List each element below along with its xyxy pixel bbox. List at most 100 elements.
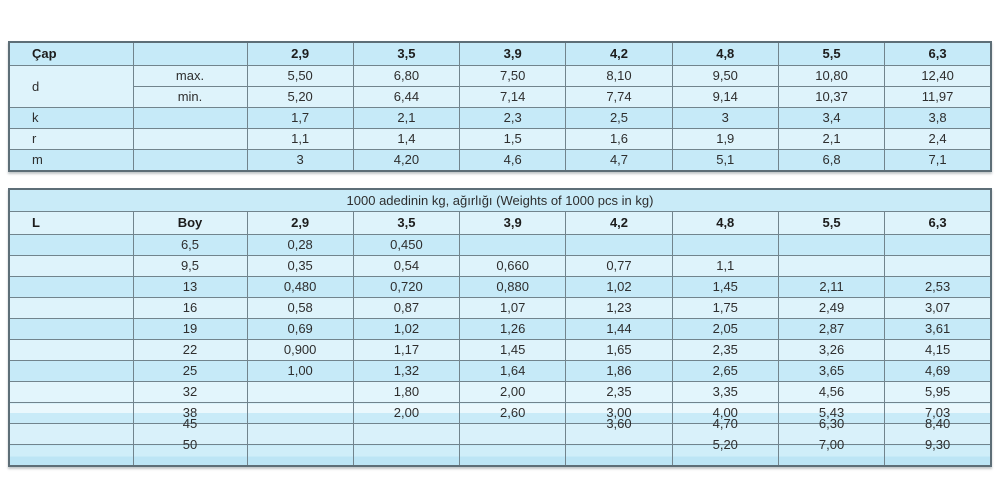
t2-weight-cell: 1,17 [352,339,461,361]
weight-row: 32 1,80 2,00 2,35 3,35 4,56 5,95 [8,381,992,403]
weight-row: 38 2,00 2,60 3,00 4,00 5,43 7,03 [8,402,992,424]
t2-length-spacer-cell [8,318,134,340]
t2-weight-cell: 0,900 [246,339,354,361]
t1-value-cell: 1,1 [246,128,354,150]
t1-value-cell: 10,37 [777,86,886,108]
t1-subrow-label [132,149,248,172]
t2-weight-cell: 0,880 [459,276,567,298]
t2-weight-cell: 0,58 [246,297,354,319]
t2-diameter-header: 2,9 [246,211,354,235]
t1-value-cell: 1,5 [459,128,567,150]
t2-weight-cell: 1,45 [671,276,779,298]
t1-value-cell: 3,8 [884,107,992,129]
t1-row-label: k [8,107,134,129]
t1-subrow-label: min. [132,86,248,108]
t1-value-cell: 7,14 [459,86,567,108]
t2-length-spacer-cell [8,234,134,256]
t2-weight-cell: 4,70 [671,416,779,445]
t2-weight-cell: 0,69 [246,318,354,340]
t2-weight-cell: 1,26 [459,318,567,340]
t2-weight-cell: 6,30 [777,416,886,445]
t2-weight-cell: 3,26 [777,339,886,361]
t1-value-cell: 5,50 [246,65,354,87]
t1-diameter-header: 4,8 [671,41,779,66]
t1-value-cell: 1,9 [671,128,779,150]
t1-value-cell: 1,7 [246,107,354,129]
t2-weight-cell: 1,86 [565,360,673,382]
t1-diameter-header: 4,2 [565,41,673,66]
t2-weight-cell: 1,1 [671,255,779,277]
weight-row: 13 0,480 0,720 0,880 1,02 1,45 2,11 2,53 [8,276,992,298]
t2-boy-cell: 50 [132,437,248,467]
weights-table-title: 1000 adedinin kg, ağırlığı (Weights of 1… [8,188,992,212]
t2-length-spacer-cell [8,444,134,467]
t2-weight-cell: 1,75 [671,297,779,319]
t2-diameter-header: 5,5 [777,211,886,235]
t2-diameter-header: 3,9 [459,211,567,235]
t2-length-header: L [8,211,134,235]
t2-diameter-header: 4,8 [671,211,779,235]
t2-weight-cell [246,402,354,424]
weight-row: 6,5 0,28 0,450 [8,234,992,256]
t2-weight-cell: 0,720 [352,276,461,298]
t2-weight-cell: 5,43 [777,402,886,424]
t2-weight-cell: 3,65 [777,360,886,382]
t1-value-cell: 2,3 [459,107,567,129]
t2-weight-cell [565,234,673,256]
t2-weight-cell: 2,11 [777,276,886,298]
t2-weight-cell: 3,61 [884,318,992,340]
t2-weight-cell: 5,20 [671,437,779,467]
t1-subrow-label [132,107,248,129]
t1-value-cell: 4,20 [352,149,461,172]
t2-boy-cell: 6,5 [132,234,248,256]
t1-row-label: r [8,128,134,150]
t1-value-cell: 5,1 [671,149,779,172]
head-dimensions-table: Çap 2,9 3,5 3,9 4,2 4,8 5,5 6,3 d max. 5,50 6,80 7,… [8,41,992,172]
t2-weight-cell: 4,56 [777,381,886,403]
t2-weight-cell: 3,07 [884,297,992,319]
t2-weight-cell: 1,00 [246,360,354,382]
t2-weight-cell: 1,02 [565,276,673,298]
t1-value-cell: 12,40 [884,65,992,87]
t2-weight-cell [565,444,673,467]
t2-weight-cell: 2,00 [352,402,461,424]
t1-diameter-header: 3,9 [459,41,567,66]
t1-value-cell: 6,8 [777,149,886,172]
t2-weight-cell [246,444,354,467]
t1-value-cell: 1,6 [565,128,673,150]
t1-value-cell: 11,97 [884,86,992,108]
t2-weight-cell: 2,35 [565,381,673,403]
t2-weight-cell: 3,60 [565,416,673,445]
t2-weight-cell: 4,15 [884,339,992,361]
t2-weight-cell: 3,35 [671,381,779,403]
weight-row: 45 3,60 4,70 6,30 8,40 [8,416,992,445]
t2-boy-cell: 25 [132,360,248,382]
t2-diameter-header: 4,2 [565,211,673,235]
t1-value-cell: 2,1 [352,107,461,129]
tables-gap [8,172,992,188]
t2-weight-cell: 1,02 [352,318,461,340]
t1-value-cell: 6,44 [352,86,461,108]
t1-value-cell: 3,4 [777,107,886,129]
t2-weight-cell: 0,35 [246,255,354,277]
page: Çap 2,9 3,5 3,9 4,2 4,8 5,5 6,3 d max. 5,50 6,80 7,… [8,41,992,467]
t2-weight-cell: 8,40 [884,416,992,445]
weight-row: 16 0,58 0,87 1,07 1,23 1,75 2,49 3,07 [8,297,992,319]
t2-weight-cell [777,255,886,277]
t1-diameter-header: 5,5 [777,41,886,66]
t2-weight-cell: 2,05 [671,318,779,340]
t1-subrow-label: max. [132,65,248,87]
t2-weight-cell [459,234,567,256]
weights-table: 1000 adedinin kg, ağırlığı (Weights of 1… [8,188,992,467]
weight-row: 9,5 0,35 0,54 0,660 0,77 1,1 [8,255,992,277]
t1-value-cell: 4,6 [459,149,567,172]
t1-value-cell: 3 [246,149,354,172]
weights-header-row: L Boy 2,9 3,5 3,9 4,2 4,8 5,5 6,3 [8,211,992,235]
t2-weight-cell: 7,00 [777,437,886,467]
t2-weight-cell [246,423,354,445]
t2-weight-cell [246,381,354,403]
t1-subrow-label [132,128,248,150]
t1-diameter-header: 2,9 [246,41,354,66]
t2-weight-cell: 1,07 [459,297,567,319]
t2-weight-cell: 3,00 [565,402,673,424]
